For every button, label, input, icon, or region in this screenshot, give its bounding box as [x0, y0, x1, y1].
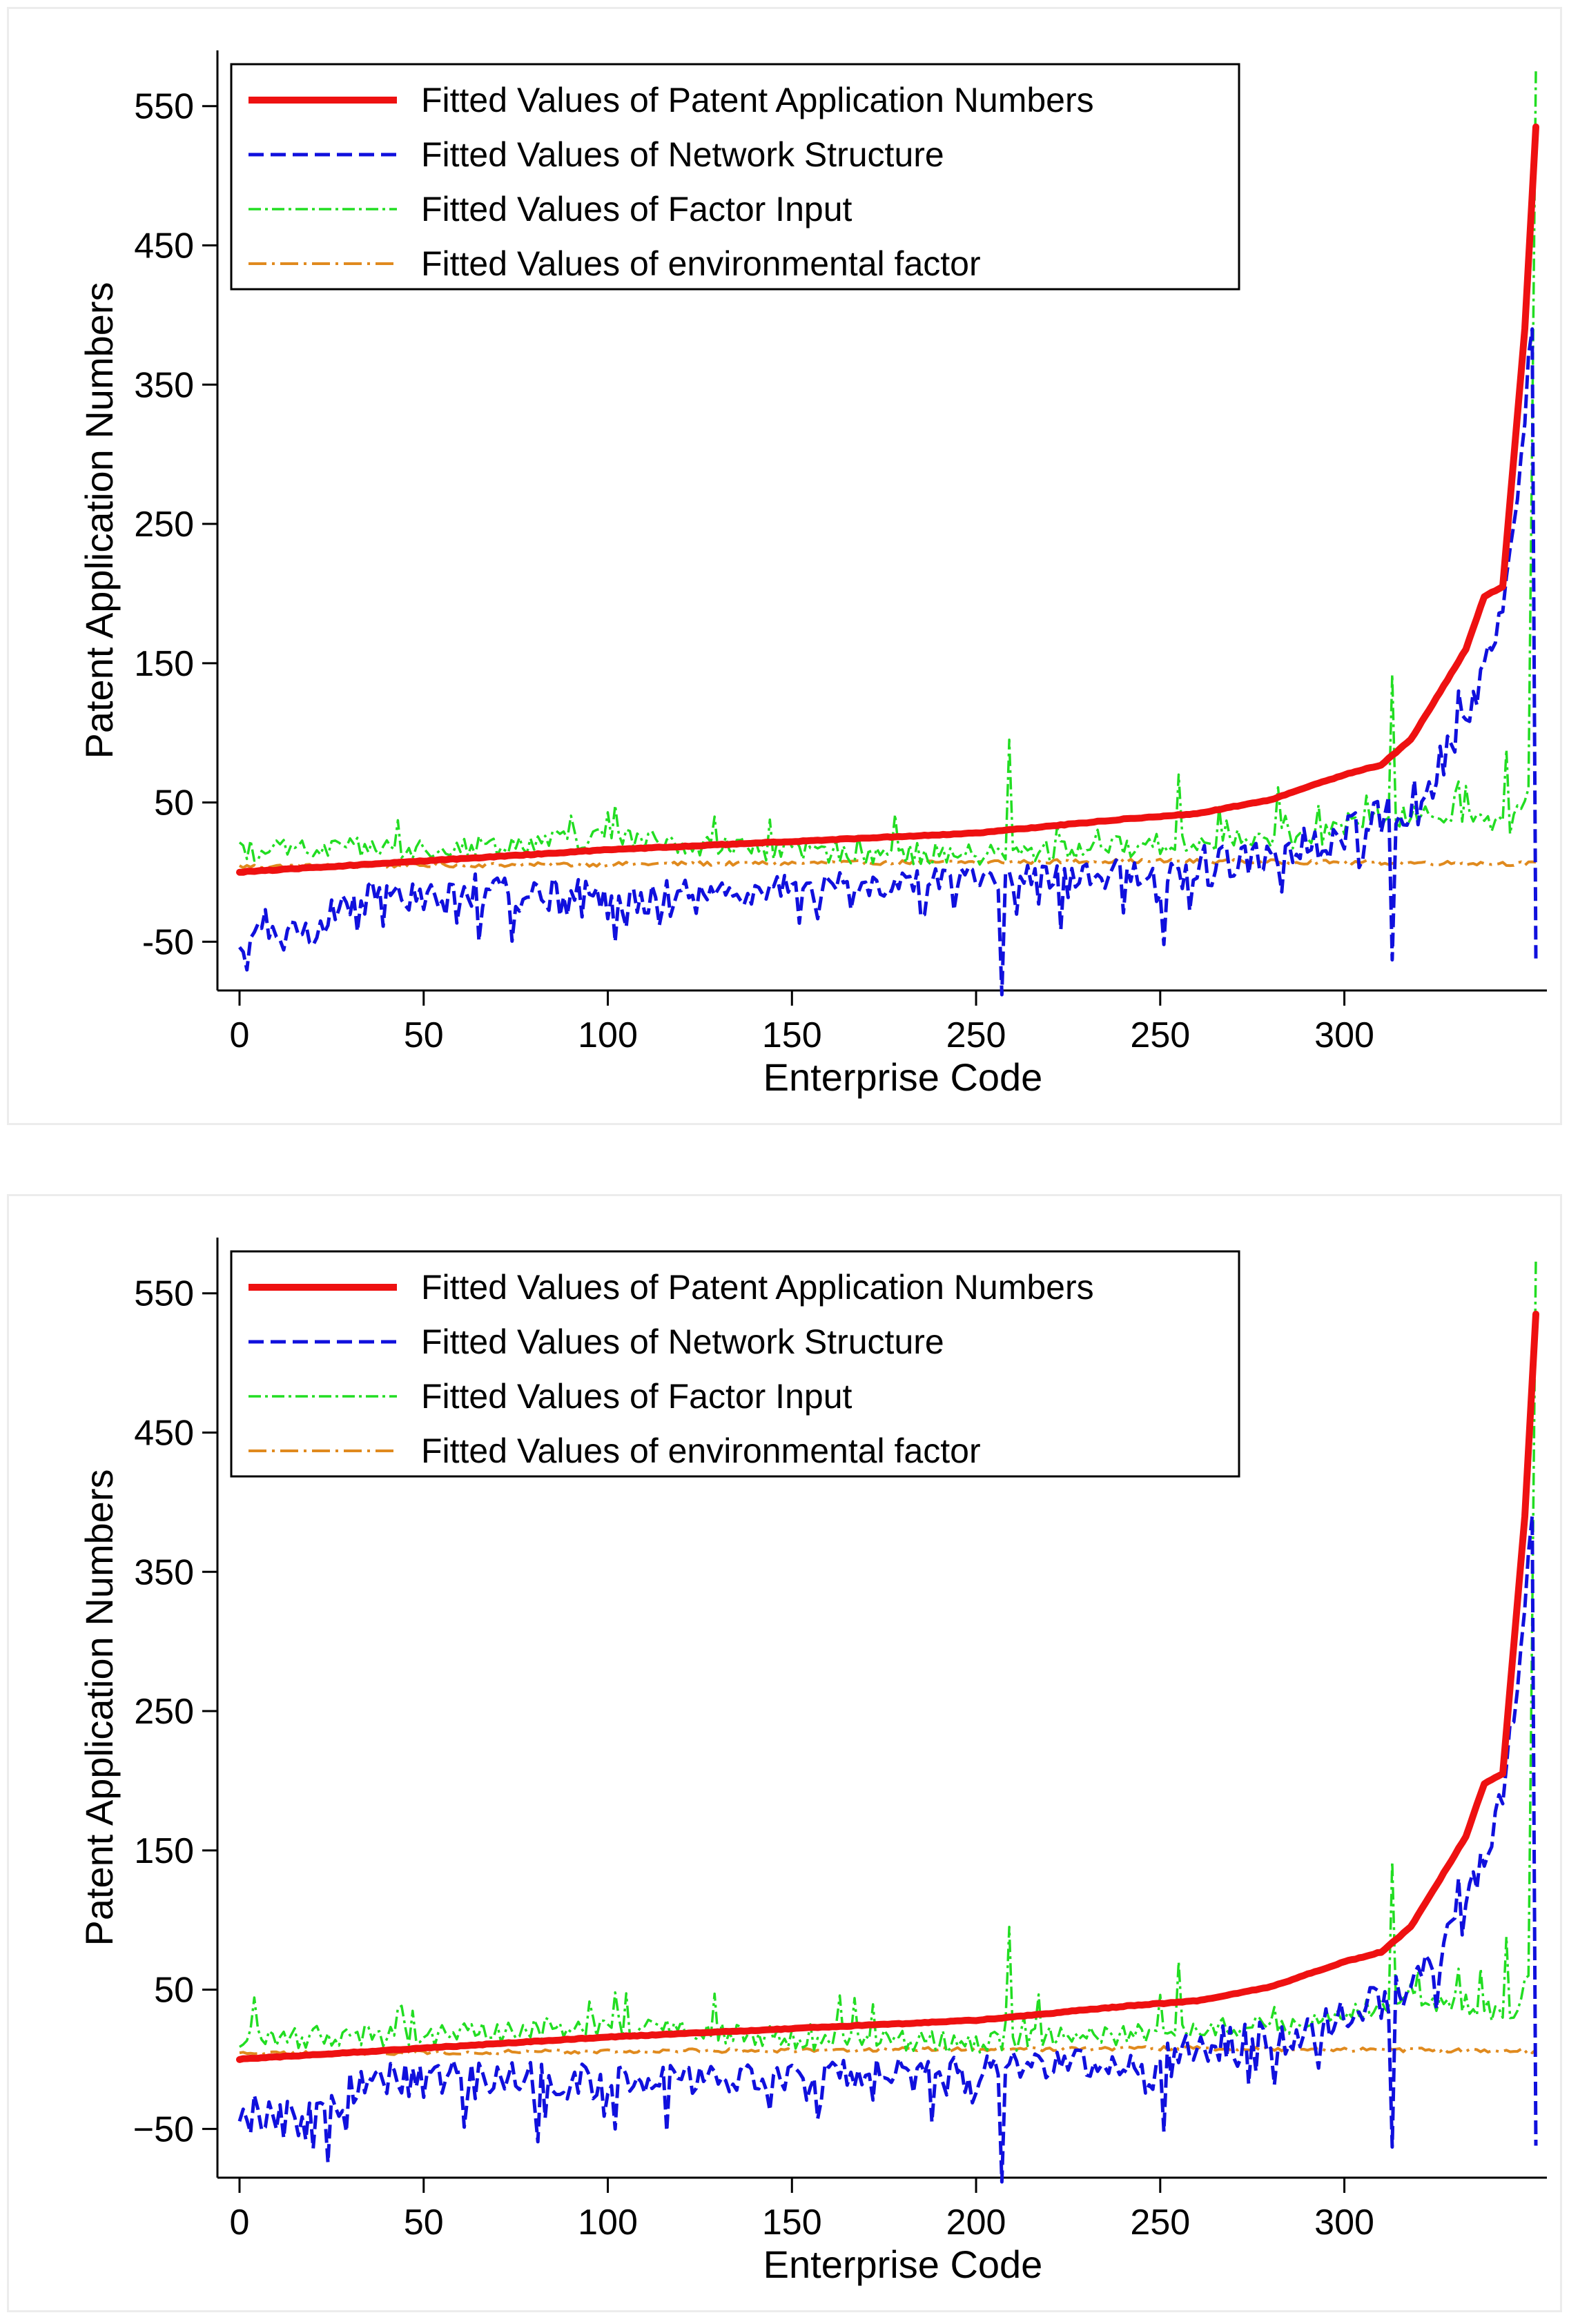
series-environmental-factor: [238, 857, 1537, 870]
y-tick-label: 350: [134, 365, 194, 405]
series-environmental-factor: [239, 2044, 1537, 2057]
x-tick-label: 100: [578, 1015, 638, 1055]
y-tick-label: 150: [134, 644, 194, 684]
x-tick-label: 250: [946, 1015, 1006, 1055]
y-tick-label: 450: [134, 226, 194, 266]
series-network-structure: [237, 1514, 1538, 2184]
x-axis-title: Enterprise Code: [763, 2243, 1043, 2286]
chart-top: 550 450 350 250 150 50 -50 0 50 100 150 250 250 300 En…: [77, 50, 1547, 1099]
legend-label-patent-applications: Fitted Values of Patent Application Numb…: [421, 1268, 1094, 1307]
x-tick-label: 300: [1314, 1015, 1374, 1055]
y-tick-label: 350: [134, 1552, 194, 1592]
x-tick-label: 250: [1130, 1015, 1190, 1055]
x-tick-label: 50: [404, 1015, 444, 1055]
legend-box: [230, 63, 1240, 291]
y-axis-title: Patent Application Numbers: [77, 282, 121, 759]
x-tick-label: 200: [946, 2203, 1006, 2243]
chart-panel-top: 550 450 350 250 150 50 -50 0 50 100 150 250 250 300 En…: [7, 7, 1562, 1125]
x-tick-label: 250: [1130, 2203, 1190, 2243]
x-tick-label: 0: [230, 2203, 250, 2243]
y-tick-label: 450: [134, 1413, 194, 1453]
y-axis-title: Patent Application Numbers: [77, 1469, 121, 1946]
y-tick-label: 150: [134, 1831, 194, 1871]
x-tick-label: 300: [1314, 2203, 1374, 2243]
legend-label-environmental-factor: Fitted Values of environmental factor: [421, 1432, 981, 1470]
legend-label-network-structure: Fitted Values of Network Structure: [421, 135, 944, 174]
y-tick-label: 50: [154, 1971, 194, 2011]
legend-label-network-structure: Fitted Values of Network Structure: [421, 1322, 944, 1361]
legend-label-factor-input: Fitted Values of Factor Input: [421, 1377, 852, 1416]
series-network-structure: [238, 327, 1538, 997]
series-factor-input: [239, 1258, 1537, 2054]
legend-label-patent-applications: Fitted Values of Patent Application Numb…: [421, 81, 1094, 119]
legend-box: [230, 1250, 1240, 1478]
legend-label-environmental-factor: Fitted Values of environmental factor: [421, 244, 981, 283]
x-tick-label: 50: [404, 2203, 444, 2243]
x-tick-label: 0: [230, 1015, 250, 1055]
y-tick-label: 50: [154, 783, 194, 823]
x-tick-label: 150: [762, 2203, 822, 2243]
y-tick-label: −50: [133, 2109, 194, 2149]
series-patent-applications: [236, 123, 1539, 876]
x-tick-label: 100: [578, 2203, 638, 2243]
series-factor-input: [238, 71, 1537, 867]
y-tick-label: 550: [134, 1274, 194, 1314]
y-tick-label: 550: [134, 87, 194, 127]
series-patent-applications: [236, 1310, 1539, 2063]
y-tick-label: 250: [134, 505, 194, 545]
x-tick-label: 150: [762, 1015, 822, 1055]
y-tick-label: -50: [142, 922, 194, 962]
x-axis-title: Enterprise Code: [763, 1055, 1043, 1099]
legend-label-factor-input: Fitted Values of Factor Input: [421, 190, 852, 228]
chart-bottom: 550 450 350 250 150 50 −50 0 50 100 150 200 250 300 En…: [77, 1238, 1547, 2286]
y-tick-label: 250: [134, 1692, 194, 1732]
chart-panel-bottom: 550 450 350 250 150 50 −50 0 50 100 150 200 250 300 En…: [7, 1194, 1562, 2312]
